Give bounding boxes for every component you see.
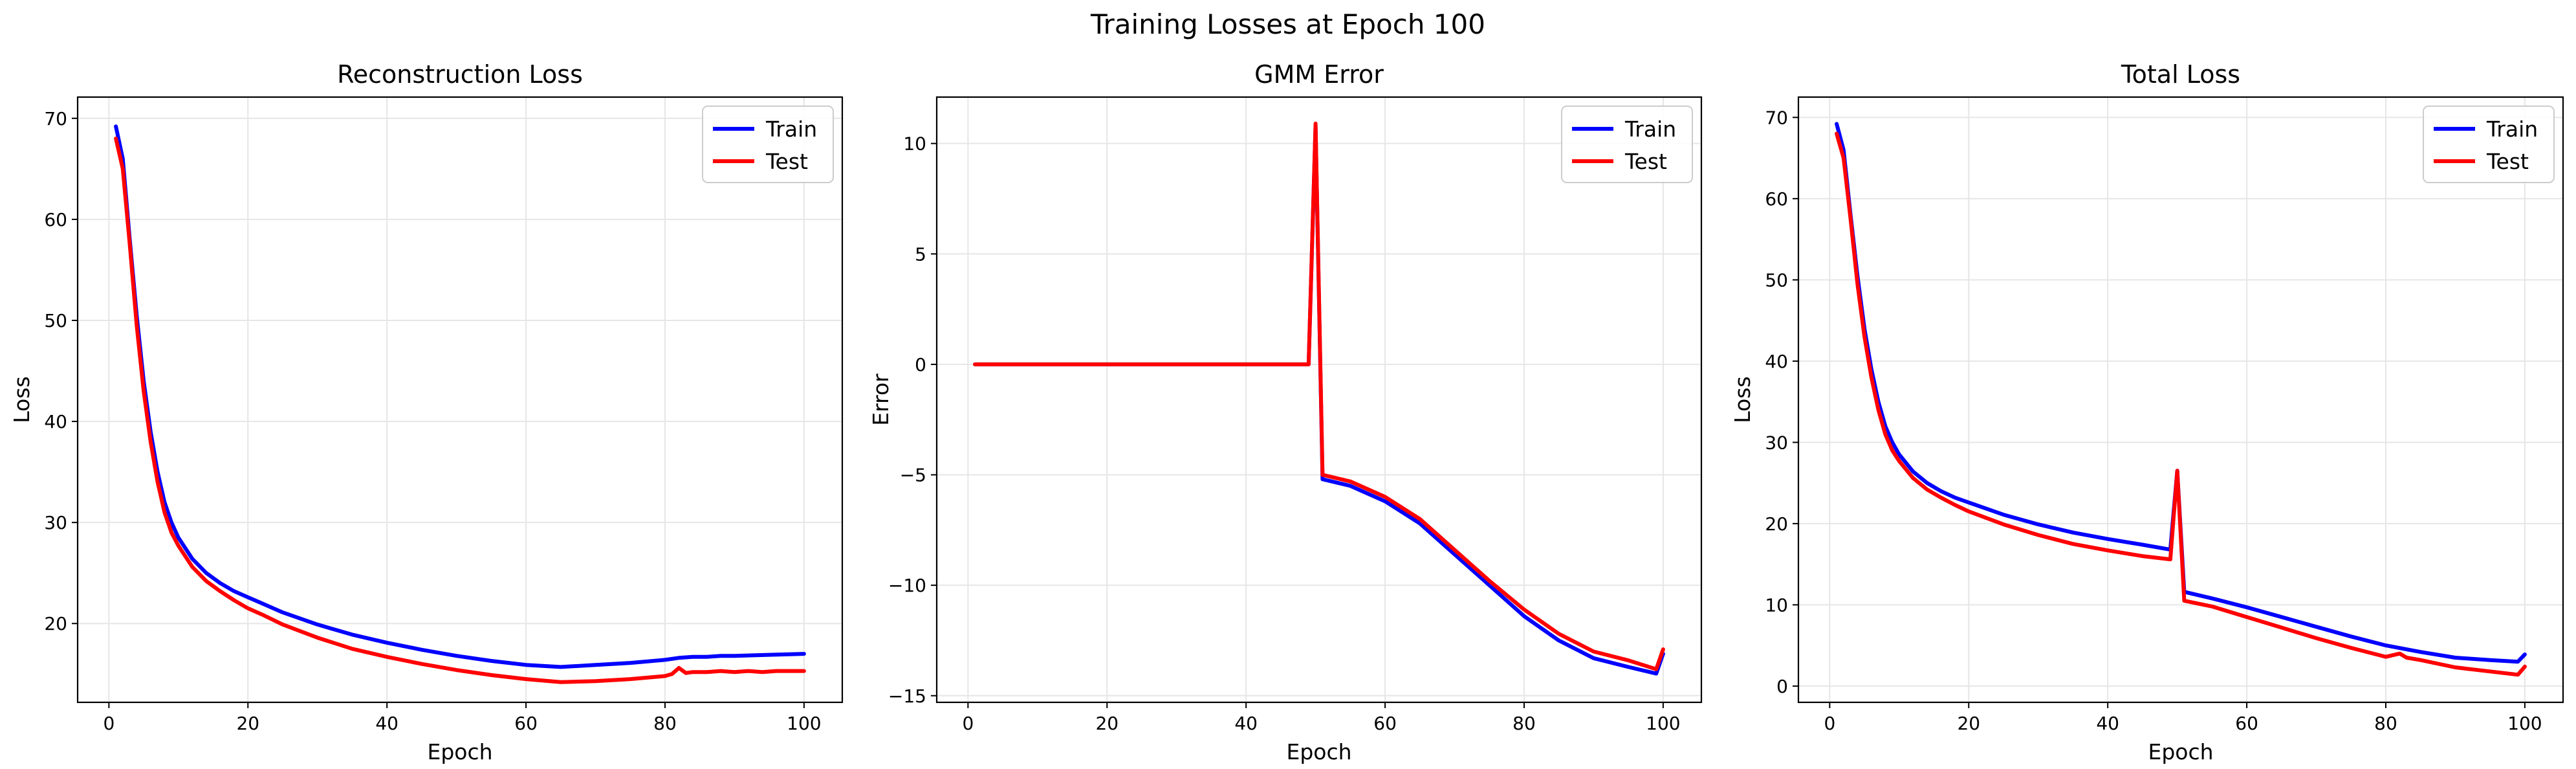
y-tick-label: 30 — [1765, 432, 1788, 453]
plot-frame — [935, 96, 1703, 704]
x-tick-label: 80 — [1512, 713, 1536, 734]
x-tick-label: 100 — [1646, 713, 1680, 734]
legend-label-train: Train — [1624, 117, 1676, 142]
x-tick-label: 0 — [1824, 713, 1835, 734]
y-tick-label: 20 — [44, 613, 67, 634]
legend-label-test: Test — [1624, 149, 1667, 174]
panel-3: 0 20 40 60 80 100 0 10 20 30 40 50 60 70 Total Loss Epo… — [1730, 60, 2564, 764]
x-tick-label: 100 — [787, 713, 821, 734]
panel-1: 0 20 40 60 80 100 20 30 40 50 60 70 Reconstruction L… — [9, 60, 844, 764]
legend: Train Test — [702, 106, 834, 183]
x-tick-label: 80 — [653, 713, 677, 734]
series-group — [114, 124, 806, 684]
y-tick-label: −5 — [900, 465, 926, 486]
y-tick-label: 70 — [44, 108, 67, 129]
y-tick-label: −15 — [888, 685, 926, 707]
y-tick-label: 10 — [903, 133, 926, 155]
y-axis-label: Loss — [1730, 376, 1755, 423]
x-tick-label: 20 — [1095, 713, 1119, 734]
x-axis-label: Epoch — [427, 739, 492, 764]
y-tick-label: 40 — [44, 411, 67, 432]
x-axis-label: Epoch — [2148, 739, 2213, 764]
series-line-test — [114, 137, 806, 684]
y-axis-label: Error — [868, 373, 893, 426]
x-tick-label: 20 — [236, 713, 259, 734]
series-line-train — [1835, 122, 2527, 664]
legend-label-test: Test — [765, 149, 808, 174]
plot-frame — [1797, 96, 2564, 704]
x-tick-label: 60 — [2235, 713, 2258, 734]
legend-label-train: Train — [2486, 117, 2538, 142]
legend-box — [1561, 106, 1693, 183]
series-line-test — [973, 121, 1665, 671]
legend: Train Test — [2423, 106, 2555, 183]
y-tick-label: 0 — [915, 354, 926, 375]
x-tick-label: 100 — [2507, 713, 2542, 734]
y-tick-label: 50 — [44, 310, 67, 331]
y-tick-label: 50 — [1765, 269, 1788, 291]
y-axis-label: Loss — [9, 376, 34, 423]
series-group — [1835, 122, 2527, 677]
y-tick-label: 60 — [1765, 188, 1788, 210]
y-tick-label: 60 — [44, 209, 67, 230]
panel-title: Reconstruction Loss — [337, 60, 583, 89]
y-tick-label: 5 — [915, 243, 926, 265]
y-tick-label: 40 — [1765, 351, 1788, 372]
panel-title: GMM Error — [1254, 60, 1384, 89]
y-tick-label: 0 — [1776, 676, 1788, 697]
x-tick-label: 40 — [375, 713, 398, 734]
legend-label-train: Train — [765, 117, 817, 142]
y-tick-label: −10 — [888, 575, 926, 596]
series-line-test — [1835, 131, 2527, 677]
x-tick-label: 0 — [962, 713, 974, 734]
x-tick-label: 0 — [103, 713, 115, 734]
legend-box — [702, 106, 834, 183]
series-line-train — [114, 124, 806, 669]
x-tick-label: 40 — [1234, 713, 1258, 734]
x-tick-label: 60 — [1373, 713, 1397, 734]
y-tick-label: 30 — [44, 512, 67, 533]
x-axis-label: Epoch — [1286, 739, 1351, 764]
legend: Train Test — [1561, 106, 1693, 183]
panel-title: Total Loss — [2121, 60, 2240, 89]
legend-label-test: Test — [2486, 149, 2529, 174]
panel-2: 0 20 40 60 80 100 −15 −10 −5 0 5 10 GMM Error Epoch Er… — [868, 60, 1703, 764]
figure-title: Training Losses at Epoch 100 — [1090, 8, 1485, 40]
x-tick-label: 40 — [2096, 713, 2119, 734]
plot-frame — [76, 96, 844, 704]
y-tick-label: 10 — [1765, 594, 1788, 616]
series-group — [973, 121, 1665, 676]
x-tick-label: 80 — [2374, 713, 2397, 734]
legend-box — [2423, 106, 2555, 183]
y-tick-label: 70 — [1765, 107, 1788, 128]
x-tick-label: 20 — [1957, 713, 1980, 734]
x-tick-label: 60 — [514, 713, 538, 734]
y-tick-label: 20 — [1765, 513, 1788, 535]
